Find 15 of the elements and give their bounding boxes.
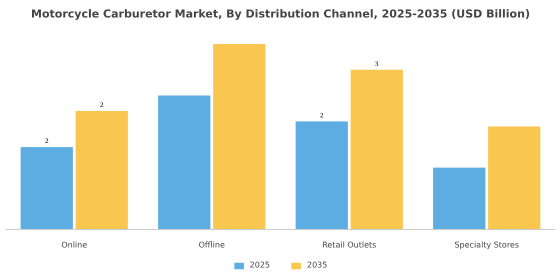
bar: [158, 96, 210, 230]
x-tick-label: Offline: [198, 240, 225, 250]
x-tick-label: Online: [61, 240, 88, 250]
legend-label: 2025: [250, 260, 270, 270]
legend-label: 2035: [307, 260, 328, 270]
bar: [433, 168, 486, 230]
x-tick-label: Retail Outlets: [322, 240, 376, 250]
bar: [20, 147, 73, 230]
bar: [76, 111, 128, 230]
bar: [296, 121, 348, 230]
x-tick-label: Specialty Stores: [454, 240, 520, 250]
bar: [213, 44, 266, 230]
bar: [488, 126, 540, 230]
chart-title: Motorcycle Carburetor Market, By Distribution Channel, 2025-2035 (USD Billion): [31, 8, 530, 20]
bar: [350, 70, 403, 230]
